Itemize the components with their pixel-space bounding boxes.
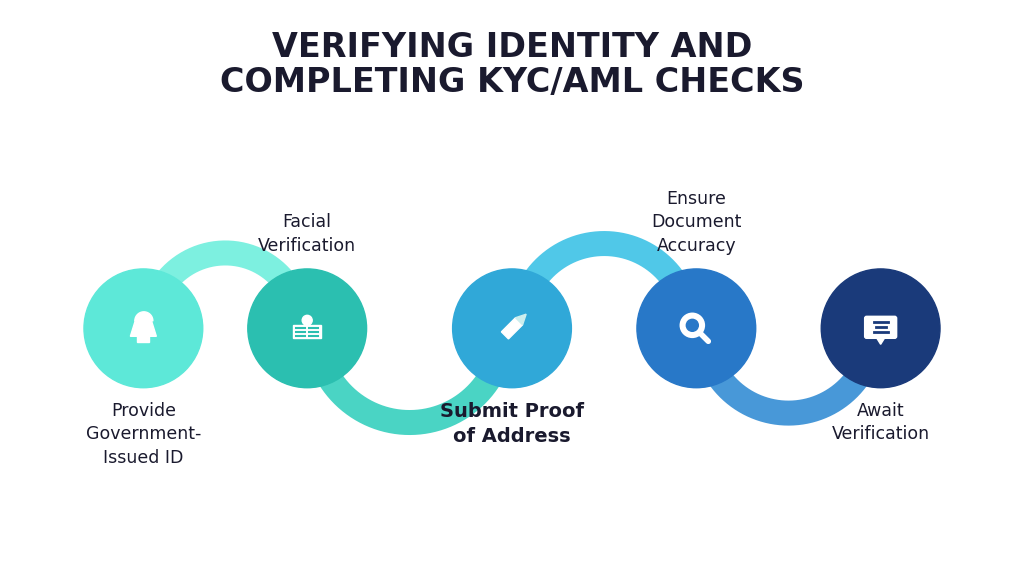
Circle shape bbox=[821, 269, 940, 388]
Polygon shape bbox=[293, 325, 307, 338]
Circle shape bbox=[84, 269, 203, 388]
FancyBboxPatch shape bbox=[864, 316, 897, 338]
Circle shape bbox=[248, 269, 367, 388]
Text: Facial
Verification: Facial Verification bbox=[258, 213, 356, 255]
Circle shape bbox=[140, 335, 146, 342]
Circle shape bbox=[637, 269, 756, 388]
Polygon shape bbox=[876, 336, 886, 344]
Bar bbox=[137, 336, 150, 342]
Circle shape bbox=[682, 315, 702, 335]
Polygon shape bbox=[502, 318, 522, 339]
Text: Ensure
Document
Accuracy: Ensure Document Accuracy bbox=[651, 190, 741, 255]
Circle shape bbox=[453, 269, 571, 388]
Polygon shape bbox=[515, 314, 526, 325]
Text: Submit Proof
of Address: Submit Proof of Address bbox=[440, 401, 584, 446]
Polygon shape bbox=[130, 320, 157, 336]
Text: Await
Verification: Await Verification bbox=[831, 401, 930, 444]
Circle shape bbox=[682, 315, 702, 335]
Circle shape bbox=[686, 319, 698, 331]
Circle shape bbox=[302, 315, 312, 325]
Text: COMPLETING KYC/AML CHECKS: COMPLETING KYC/AML CHECKS bbox=[220, 66, 804, 99]
Polygon shape bbox=[307, 325, 322, 338]
Text: VERIFYING IDENTITY AND: VERIFYING IDENTITY AND bbox=[271, 31, 753, 64]
Text: Provide
Government-
Issued ID: Provide Government- Issued ID bbox=[86, 401, 201, 467]
